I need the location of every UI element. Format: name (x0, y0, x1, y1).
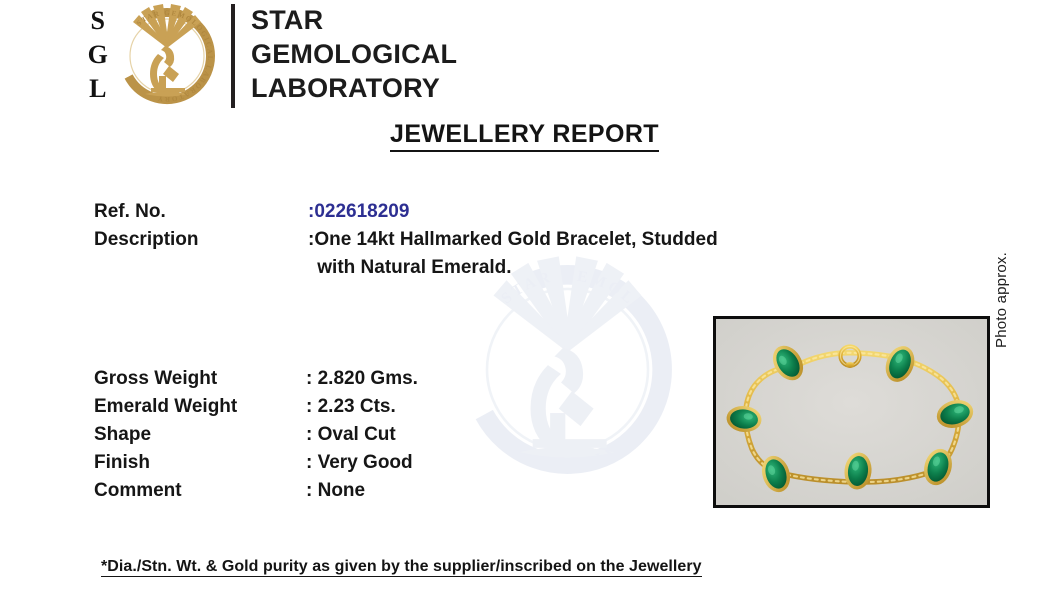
jewellery-photo (713, 316, 990, 508)
sgl-circular-emblem-watermark-icon: STAR GEMOLOGICAL LABORATORY (450, 252, 685, 487)
brand-line-1: STAR (251, 5, 324, 35)
sgl-letter-s: S (90, 6, 106, 35)
field-label-emerald-weight: Emerald Weight (94, 396, 238, 417)
specifications-block: Gross Weight : 2.820 Gms. Emerald Weight… (94, 365, 418, 505)
footer-disclaimer: *Dia./Stn. Wt. & Gold purity as given by… (101, 558, 702, 577)
field-row-description: Description :One 14kt Hallmarked Gold Br… (94, 226, 718, 254)
field-label-ref-no: Ref. No. (94, 201, 166, 222)
field-row-shape: Shape : Oval Cut (94, 421, 418, 449)
page-title: JEWELLERY REPORT (0, 120, 1049, 152)
field-row-ref-no: Ref. No. :022618209 (94, 198, 718, 226)
field-value-ref-no: :022618209 (308, 201, 410, 222)
field-label-finish: Finish (94, 452, 150, 473)
sgl-circular-emblem-icon: STAR GEMOLOGICAL LABORATORY (113, 2, 221, 110)
field-value-description: :One 14kt Hallmarked Gold Bracelet, Stud… (308, 229, 718, 250)
page-title-text: JEWELLERY REPORT (390, 120, 659, 152)
field-label-gross-weight: Gross Weight (94, 368, 218, 389)
field-value-shape: : Oval Cut (306, 424, 396, 445)
sgl-acronym: S G L (80, 4, 116, 106)
sgl-letter-g: G (87, 40, 109, 69)
clasp-ring (838, 344, 862, 368)
field-row-emerald-weight: Emerald Weight : 2.23 Cts. (94, 393, 418, 421)
field-label-shape: Shape (94, 424, 152, 445)
field-value-finish: : Very Good (306, 452, 413, 473)
field-label-comment: Comment (94, 480, 182, 501)
brand-line-3: LABORATORY (251, 73, 440, 103)
identification-block: Ref. No. :022618209 Description :One 14k… (94, 198, 718, 254)
field-row-gross-weight: Gross Weight : 2.820 Gms. (94, 365, 418, 393)
field-row-finish: Finish : Very Good (94, 449, 418, 477)
report-header: S G L (0, 0, 1049, 112)
field-value-gross-weight: : 2.820 Gms. (306, 368, 418, 389)
photo-caption: Photo approx. (993, 252, 1010, 348)
sgl-letter-l: L (89, 74, 107, 103)
brand-line-2: GEMOLOGICAL (251, 39, 458, 69)
field-row-comment: Comment : None (94, 477, 418, 505)
header-divider (231, 4, 235, 108)
footer-disclaimer-text: *Dia./Stn. Wt. & Gold purity as given by… (101, 558, 702, 577)
field-value-emerald-weight: : 2.23 Cts. (306, 396, 396, 417)
svg-text:STAR GEMOLOGICAL LABORATORY: STAR GEMOLOGICAL LABORATORY (498, 267, 670, 472)
field-label-description: Description (94, 229, 199, 250)
field-value-description-continued: with Natural Emerald. (312, 257, 512, 278)
field-value-comment: : None (306, 480, 366, 501)
brand-name: STAR GEMOLOGICAL LABORATORY (251, 3, 457, 105)
